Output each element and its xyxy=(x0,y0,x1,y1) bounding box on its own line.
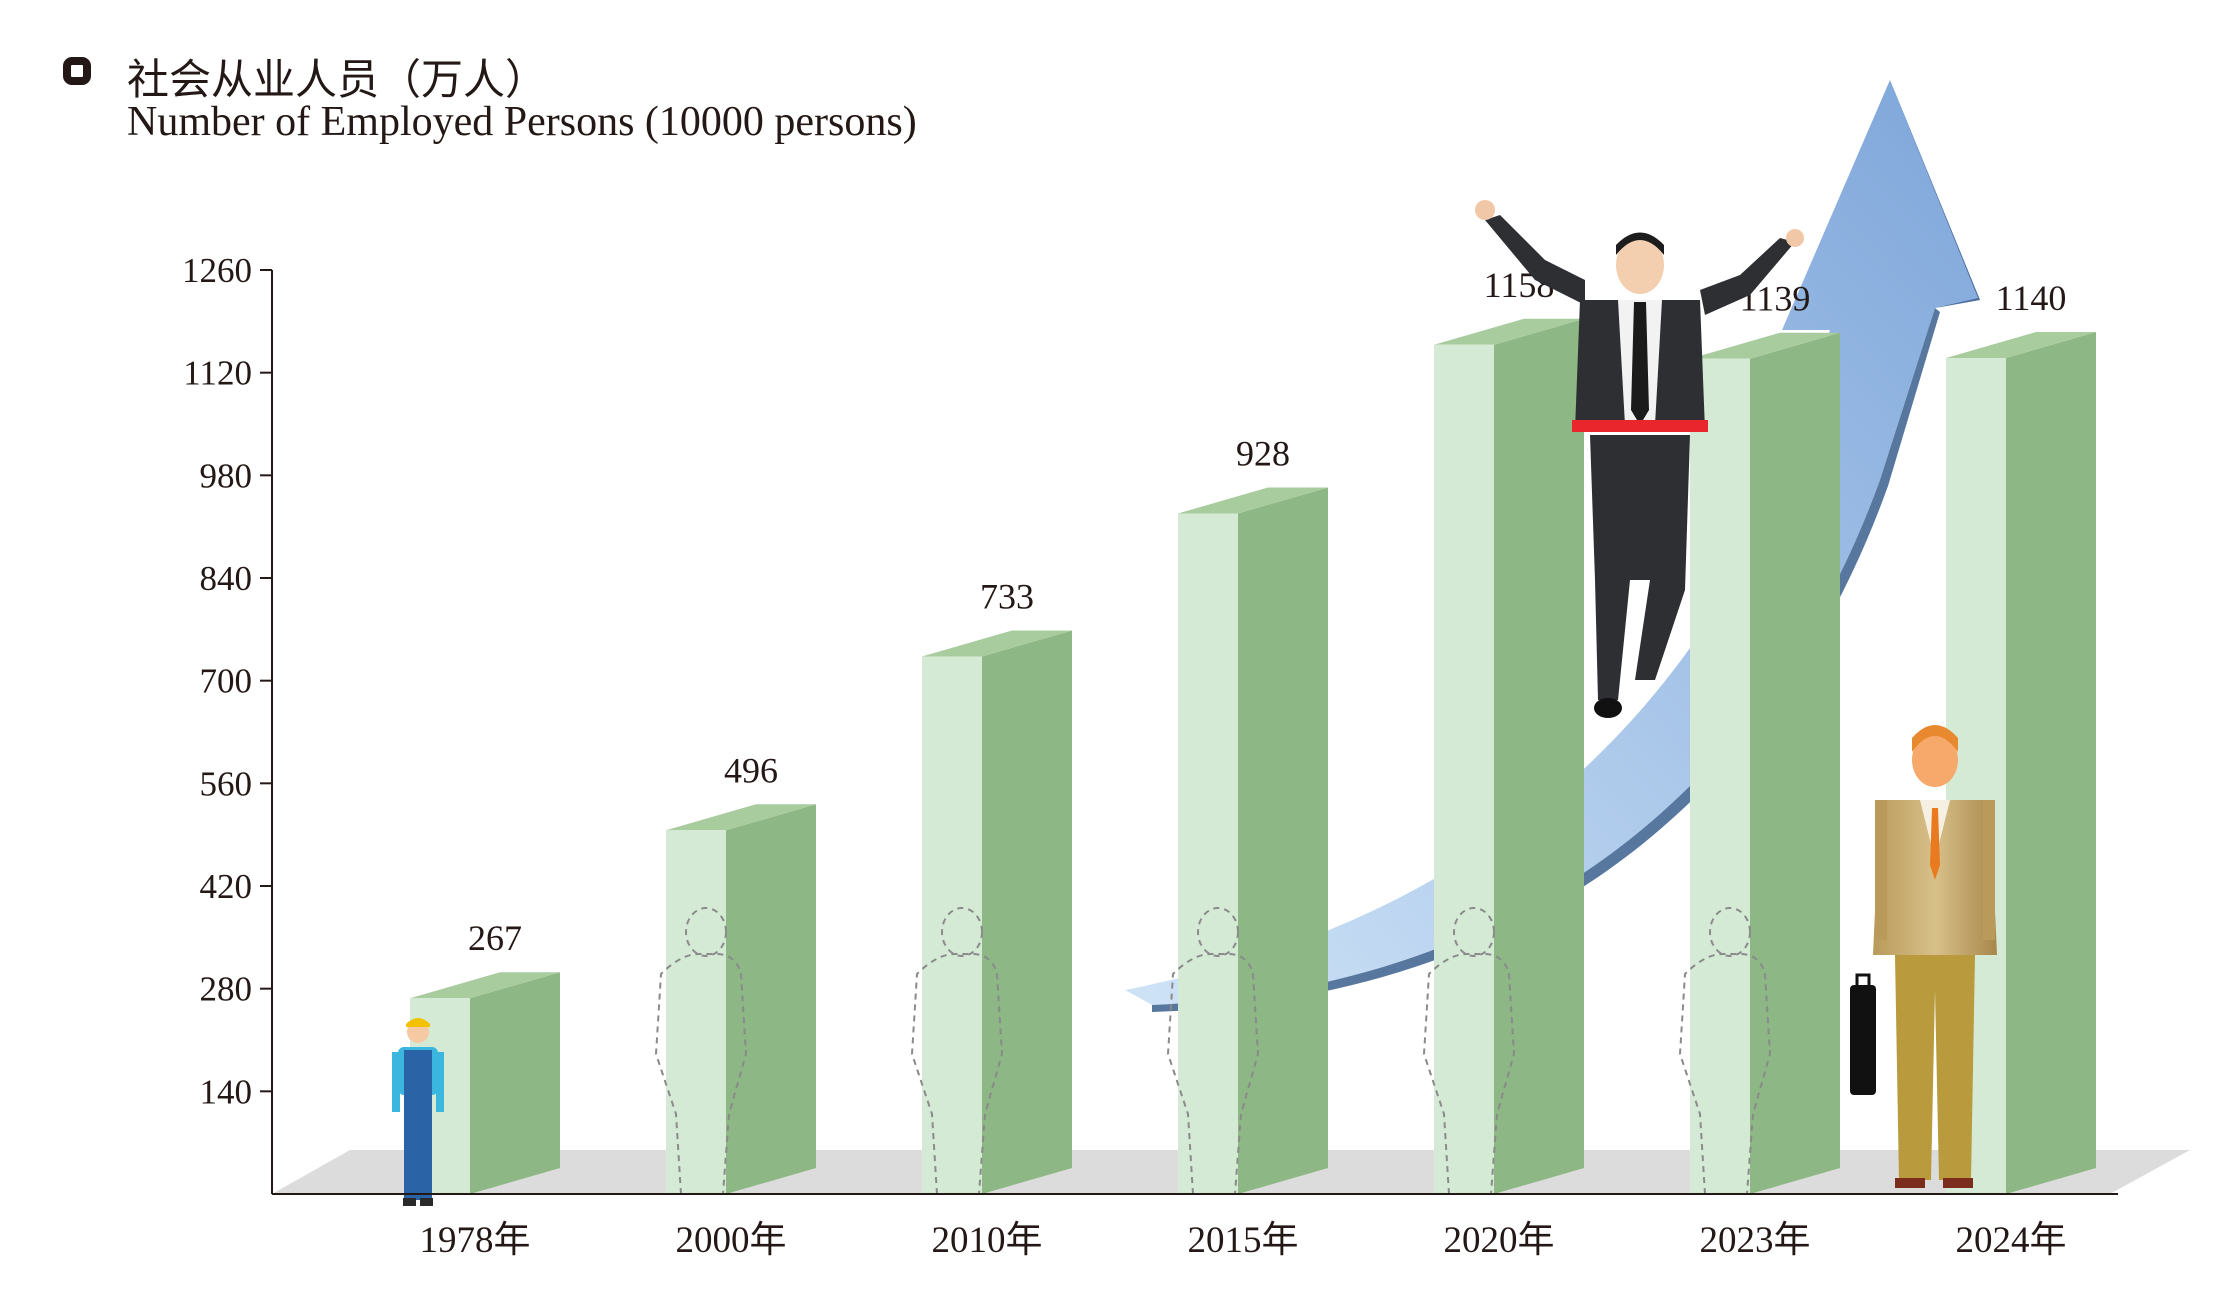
bar xyxy=(922,630,1072,1194)
y-tick-label: 280 xyxy=(200,970,253,1009)
bar-top xyxy=(922,630,1072,657)
y-tick-label: 840 xyxy=(200,559,253,598)
bar-side xyxy=(1494,318,1584,1194)
bar-front xyxy=(1434,344,1494,1194)
y-tick-label: 560 xyxy=(200,764,253,803)
bar-top xyxy=(666,804,816,831)
y-tick-label: 980 xyxy=(200,456,253,495)
bar-top xyxy=(1690,332,1840,359)
worker-figure-icon xyxy=(392,1018,444,1206)
bar-side xyxy=(726,804,816,1194)
y-tick-label: 1120 xyxy=(183,354,252,393)
x-tick-label: 1978年 xyxy=(420,1219,531,1261)
bar xyxy=(1690,332,1840,1194)
x-tick-label: 2024年 xyxy=(1956,1219,2067,1261)
bar-front xyxy=(922,656,982,1194)
bar-front xyxy=(1690,358,1750,1194)
bar-value-label: 1140 xyxy=(1996,278,2067,318)
bar-value-label: 267 xyxy=(468,918,522,958)
person-outline xyxy=(1166,953,1260,1195)
x-tick-label: 2000年 xyxy=(676,1219,787,1261)
bar xyxy=(1178,487,1328,1194)
jumping-businessman-icon xyxy=(1475,200,1804,718)
bar-front xyxy=(666,830,726,1194)
person-outline xyxy=(910,953,1004,1195)
person-outline-head xyxy=(941,907,983,957)
bar-top xyxy=(410,972,560,999)
bar-top xyxy=(1434,318,1584,345)
bar-side xyxy=(470,972,560,1194)
person-outline-head xyxy=(1453,907,1495,957)
bar-top xyxy=(1946,332,2096,358)
bar-value-label: 733 xyxy=(980,576,1034,616)
y-tick-label: 420 xyxy=(200,867,253,906)
chart-title-english: Number of Employed Persons (10000 person… xyxy=(127,99,917,145)
bar-front xyxy=(1178,513,1238,1194)
x-axis: 1978年 2000年 2010年 2015年 2020年 2023年 2024年 xyxy=(272,1193,2118,1261)
x-tick-label: 2010年 xyxy=(932,1219,1043,1261)
person-outline xyxy=(1678,953,1772,1195)
bar-side xyxy=(2006,332,2096,1194)
legend-square-icon xyxy=(63,57,91,85)
y-tick-label: 700 xyxy=(200,662,253,701)
x-tick-label: 2020年 xyxy=(1444,1219,1555,1261)
bar-top xyxy=(1178,487,1328,514)
businessman-briefcase-icon xyxy=(1850,725,1997,1188)
person-outline xyxy=(654,953,748,1195)
y-tick-label: 140 xyxy=(200,1072,253,1111)
bar-value-label: 928 xyxy=(1236,433,1290,473)
person-outline-head xyxy=(1197,907,1239,957)
x-tick-label: 2015年 xyxy=(1188,1219,1299,1261)
bar-side xyxy=(1750,332,1840,1194)
bar-value-label: 496 xyxy=(724,750,778,790)
person-outline xyxy=(1422,953,1516,1195)
person-outline-head xyxy=(1709,907,1751,957)
person-outline-group xyxy=(654,907,1772,1195)
bar-side xyxy=(1238,487,1328,1194)
chart-title-chinese: 社会从业人员（万人） xyxy=(127,55,548,104)
bar-side xyxy=(982,630,1072,1194)
x-tick-label: 2023年 xyxy=(1700,1219,1811,1261)
bar xyxy=(1434,318,1584,1194)
y-tick-label: 1260 xyxy=(182,251,252,290)
bar xyxy=(666,804,816,1194)
y-axis: 140 280 420 560 700 840 980 1120 1260 xyxy=(182,251,273,1194)
person-outline-head xyxy=(685,907,727,957)
